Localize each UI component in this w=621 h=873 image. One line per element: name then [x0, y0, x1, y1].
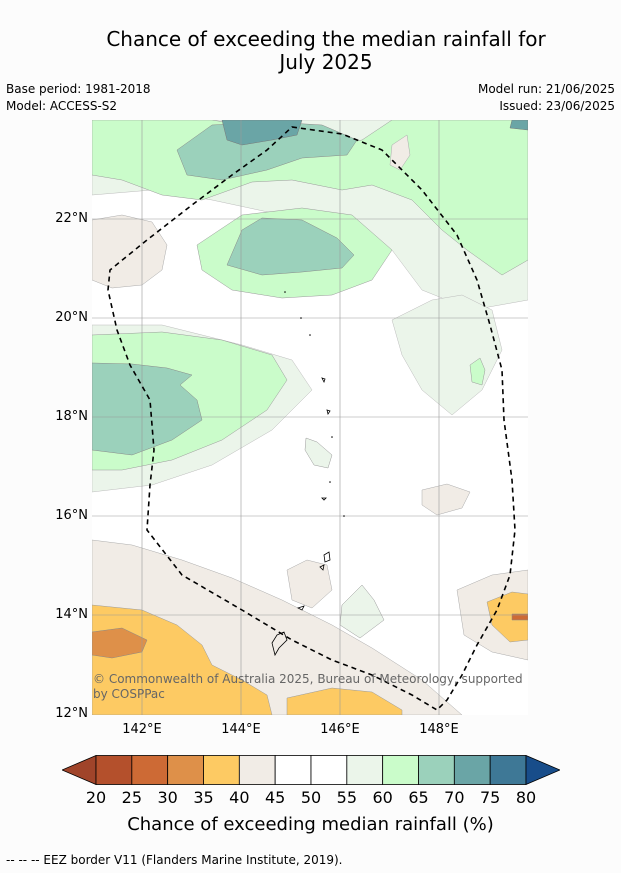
region-east-beige — [421, 483, 471, 516]
meta-left: Base period: 1981-2018 Model: ACCESS-S2 — [6, 81, 151, 115]
colorbar-segment — [167, 755, 204, 785]
lat-label-16: 16°N — [55, 508, 88, 523]
colorbar-tick-label: 60 — [372, 788, 393, 807]
colorbar-tick-label: 35 — [193, 788, 214, 807]
region-east-light-green — [391, 294, 503, 416]
colorbar-segment — [346, 755, 384, 785]
colorbar-segment — [310, 755, 348, 785]
colorbar-tick-label: 65 — [408, 788, 429, 807]
colorbar-segment — [274, 755, 312, 785]
graticule — [92, 120, 528, 715]
lat-label-12: 12°N — [55, 706, 88, 721]
copyright-notice: © Commonwealth of Australia 2025, Bureau… — [93, 672, 523, 702]
region-small-green — [339, 584, 385, 639]
title-line-2: July 2025 — [279, 50, 373, 74]
lon-label-142: 142°E — [122, 722, 162, 737]
region-patch-green — [469, 357, 486, 386]
region-se-orange — [511, 613, 528, 621]
island-tinian — [319, 564, 325, 571]
colorbar-segment — [203, 755, 240, 785]
eez-footnote: -- -- -- EEZ border V11 (Flanders Marine… — [6, 853, 343, 867]
map-title: Chance of exceeding the median rainfall … — [0, 28, 621, 74]
colorbar-tick-label: 80 — [515, 788, 537, 807]
islands — [271, 377, 331, 657]
colorbar-tick-label: 70 — [444, 788, 465, 807]
model-name: Model: ACCESS-S2 — [6, 99, 118, 113]
colorbar-segment — [453, 755, 491, 785]
island-saipan — [323, 551, 331, 563]
region-guam-beige — [286, 559, 333, 609]
lat-label-14: 14°N — [55, 607, 88, 622]
model-run: Model run: 21/06/2025 — [477, 82, 615, 96]
lon-label-146: 146°E — [320, 722, 360, 737]
lat-label-20: 20°N — [55, 310, 88, 325]
colorbar-segment — [418, 755, 455, 785]
colorbar-segment — [238, 755, 276, 785]
colorbar-segment — [382, 755, 419, 785]
copyright-line-2: by COSPPac — [93, 687, 165, 701]
colorbar-tick-label: 50 — [300, 788, 322, 807]
island-rota — [296, 605, 305, 611]
colorbar-tick-label: 30 — [157, 788, 178, 807]
region-sw-yellow — [92, 604, 273, 715]
region-patch-green-2 — [304, 437, 333, 469]
islet-dots — [284, 291, 345, 517]
base-period: Base period: 1981-2018 — [6, 82, 151, 96]
meta-right: Model run: 21/06/2025 Issued: 23/06/2025 — [478, 81, 615, 115]
colorbar-tick-label: 45 — [264, 788, 286, 807]
colorbar-tick-label: 40 — [229, 788, 250, 807]
island-1 — [321, 377, 326, 384]
map-panel — [92, 120, 528, 715]
colorbar-title: Chance of exceeding median rainfall (%) — [127, 814, 494, 835]
colorbar-extend-low — [60, 754, 97, 786]
colorbar-svg — [60, 754, 562, 786]
lon-label-148: 148°E — [419, 722, 459, 737]
lat-label-22: 22°N — [55, 211, 88, 226]
colorbar-tick-label: 75 — [479, 788, 501, 807]
region-ne-dark-teal — [509, 120, 528, 131]
colorbar-ticks: 20 25 30 35 40 45 50 55 60 65 70 75 80 — [0, 788, 621, 808]
colorbar-extend-high — [525, 754, 562, 786]
region-mid-teal — [226, 217, 355, 276]
colorbar-segment — [489, 755, 527, 785]
colorbar-tick-label: 55 — [336, 788, 357, 807]
title-line-1: Chance of exceeding the median rainfall … — [106, 27, 546, 51]
copyright-line-1: © Commonwealth of Australia 2025, Bureau… — [93, 672, 523, 686]
region-south-yellow — [286, 687, 403, 715]
island-2 — [326, 409, 331, 415]
colorbar-tick-label: 25 — [121, 788, 142, 807]
region-nw-beige — [92, 214, 168, 289]
eez-border — [107, 126, 516, 712]
region-north-beige — [389, 134, 411, 171]
lon-label-144: 144°E — [221, 722, 261, 737]
issued-date: Issued: 23/06/2025 — [499, 99, 615, 113]
colorbar-segment — [95, 755, 133, 785]
lat-label-18: 18°N — [55, 409, 88, 424]
colorbar-tick-label: 20 — [85, 788, 107, 807]
region-west-teal — [92, 362, 203, 456]
colorbar-segment — [131, 755, 169, 785]
region-north-dark-teal — [221, 120, 303, 146]
map-canvas — [92, 120, 528, 715]
colorbar — [60, 754, 562, 786]
region-se-yellow — [486, 591, 528, 643]
island-3 — [321, 497, 327, 501]
island-guam — [271, 631, 288, 657]
